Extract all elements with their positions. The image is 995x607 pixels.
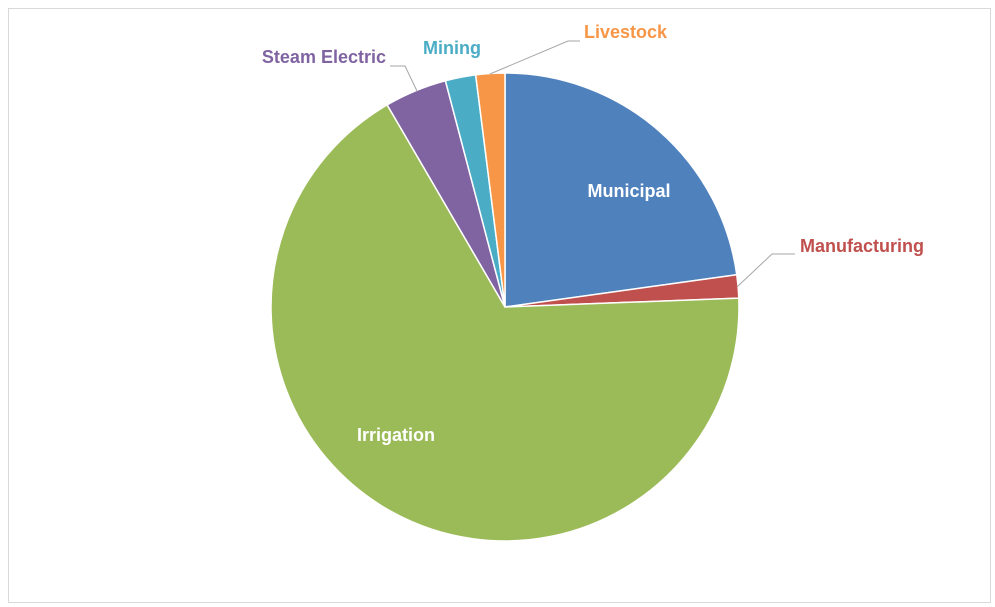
slice-label: Mining — [423, 38, 481, 58]
leader-line — [390, 65, 418, 92]
slice-label: Livestock — [584, 22, 668, 42]
leader-line — [736, 253, 795, 288]
slice-label: Municipal — [587, 181, 670, 201]
pie-slice — [270, 103, 740, 542]
leader-line — [489, 40, 580, 75]
slice-label: Irrigation — [357, 425, 435, 445]
slice-label: Manufacturing — [800, 236, 924, 256]
pie-slice — [504, 72, 738, 308]
slice-label: Steam Electric — [262, 47, 386, 67]
